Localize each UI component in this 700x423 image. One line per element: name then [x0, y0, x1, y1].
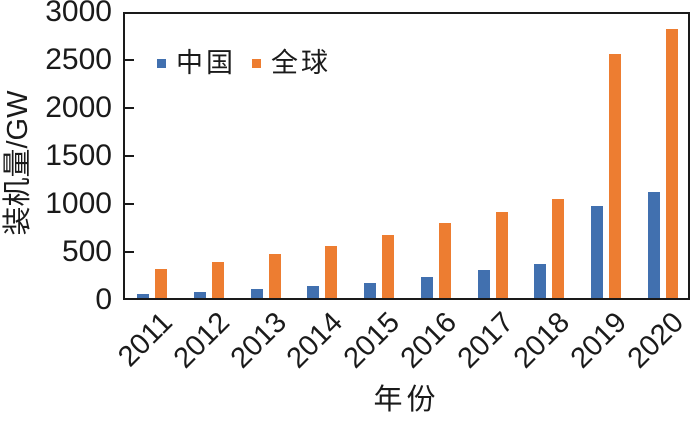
- y-tick-label: 1000: [45, 187, 112, 220]
- plot-area: 中国 全球: [123, 12, 690, 300]
- legend-item-china: 中国: [157, 48, 236, 78]
- bar-china-2018: [534, 263, 547, 298]
- y-tick-label: 2500: [45, 43, 112, 76]
- bar-global-2016: [438, 222, 451, 298]
- bar-global-2011: [155, 269, 168, 298]
- bar-global-2017: [495, 211, 508, 298]
- bar-global-2020: [665, 29, 678, 298]
- y-tick-mark: [125, 59, 134, 61]
- bar-global-2014: [325, 245, 338, 298]
- legend-swatch-global: [252, 58, 261, 68]
- legend: 中国 全球: [157, 48, 331, 78]
- y-tick-label: 500: [61, 235, 112, 268]
- y-tick-mark: [125, 251, 134, 253]
- y-tick-mark: [125, 203, 134, 205]
- x-axis-title: 年份: [373, 384, 440, 416]
- y-tick-label: 1500: [45, 139, 112, 172]
- legend-swatch-china: [157, 58, 166, 68]
- legend-label: 全球: [271, 48, 331, 78]
- y-tick-label: 2000: [45, 91, 112, 124]
- bar-china-2013: [250, 289, 263, 298]
- bar-china-2012: [194, 292, 207, 298]
- bar-global-2013: [268, 253, 281, 298]
- y-tick-label: 3000: [45, 0, 112, 28]
- y-tick-label: 0: [95, 283, 112, 316]
- legend-label: 中国: [176, 48, 236, 78]
- bar-global-2018: [552, 198, 565, 298]
- bar-china-2020: [647, 192, 660, 298]
- legend-item-global: 全球: [252, 48, 331, 78]
- y-tick-mark: [125, 155, 134, 157]
- bar-china-2016: [420, 276, 433, 298]
- bar-china-2014: [307, 286, 320, 298]
- bar-global-2019: [608, 54, 621, 298]
- bar-china-2019: [590, 205, 603, 298]
- bar-china-2015: [364, 282, 377, 298]
- bar-china-2011: [137, 294, 150, 298]
- bar-global-2015: [382, 235, 395, 298]
- bar-global-2012: [212, 262, 225, 298]
- bar-china-2017: [477, 269, 490, 298]
- y-tick-mark: [125, 107, 134, 109]
